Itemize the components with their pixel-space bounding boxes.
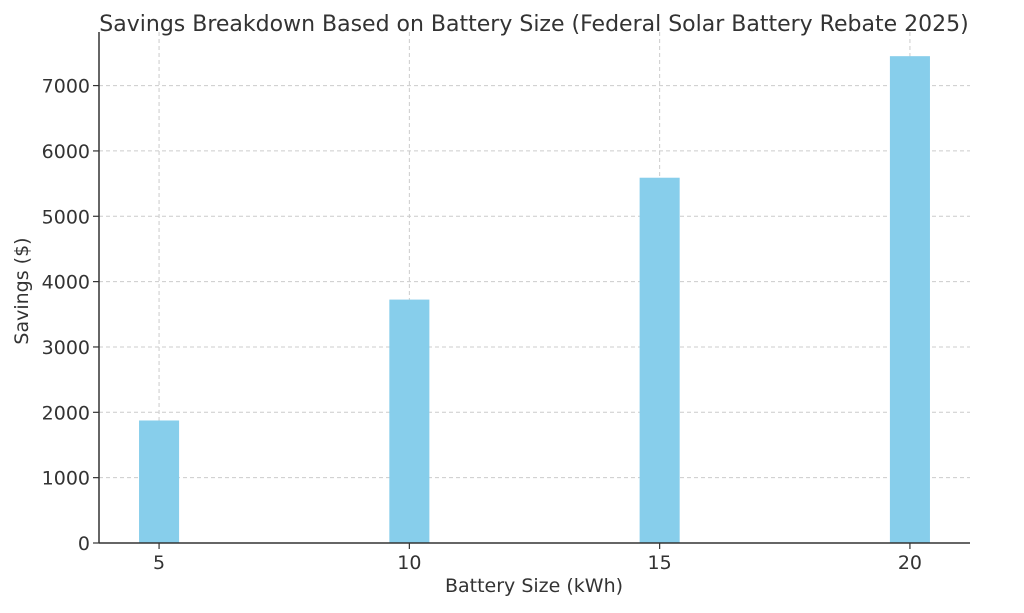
y-tick-label: 4000: [42, 272, 90, 294]
x-tick-label: 10: [397, 552, 421, 574]
y-tick-label: 2000: [42, 402, 90, 424]
axes: [98, 32, 970, 544]
y-tick-label: 3000: [42, 337, 90, 359]
bar-5-kwh: [139, 420, 180, 543]
bar-20-kwh: [889, 56, 930, 544]
chart-title: Savings Breakdown Based on Battery Size …: [99, 12, 968, 37]
y-tick-label: 5000: [42, 206, 90, 228]
bar-10-kwh: [389, 299, 430, 543]
bar-15-kwh: [639, 177, 680, 543]
x-tick-label: 20: [898, 552, 922, 574]
y-tick-label: 7000: [42, 76, 90, 98]
y-tick-label: 6000: [42, 141, 90, 163]
x-tick-label: 15: [648, 552, 672, 574]
y-axis-label: Savings ($): [11, 237, 33, 344]
grid-lines: [99, 32, 970, 543]
bars: [139, 56, 930, 544]
x-tick-label: 5: [153, 552, 165, 574]
x-axis-label: Battery Size (kWh): [445, 575, 623, 597]
y-tick-label: 1000: [42, 468, 90, 490]
y-ticks: 0 1000 2000 3000 4000 5000 6000 7000: [42, 76, 99, 555]
y-tick-label: 0: [78, 533, 90, 555]
x-ticks: 5 10 15 20: [153, 543, 922, 574]
